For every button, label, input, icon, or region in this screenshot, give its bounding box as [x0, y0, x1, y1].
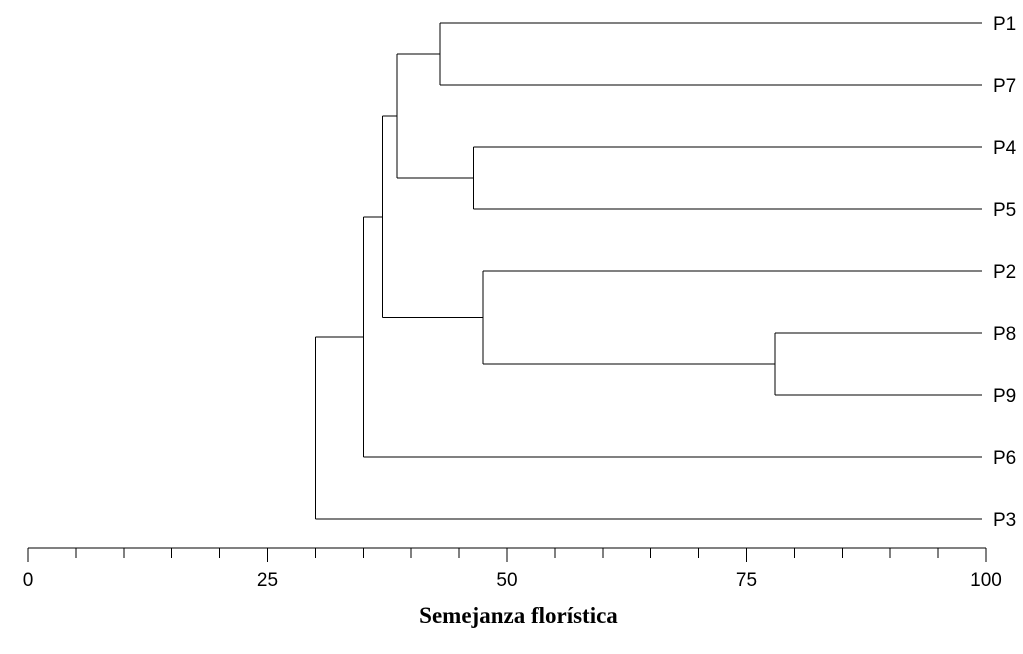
x-axis-title: Semejanza florística — [0, 603, 1023, 629]
leaf-label-p9: P9 — [993, 386, 1016, 407]
leaf-label-p6: P6 — [993, 448, 1016, 469]
leaf-label-p8: P8 — [993, 324, 1016, 345]
leaf-label-p3: P3 — [993, 510, 1016, 531]
tick-label-25: 25 — [257, 570, 278, 591]
tick-label-50: 50 — [496, 570, 517, 591]
leaf-label-p4: P4 — [993, 138, 1017, 159]
tick-label-100: 100 — [970, 570, 1002, 591]
tick-label-75: 75 — [736, 570, 757, 591]
leaf-label-p5: P5 — [993, 200, 1016, 221]
leaf-label-p7: P7 — [993, 76, 1016, 97]
leaf-label-p1: P1 — [993, 14, 1016, 35]
x-axis-title-text: Semejanza florística — [419, 603, 618, 628]
dendrogram-links — [314, 22, 982, 520]
x-axis: 0 25 50 75 100 — [23, 547, 1002, 591]
leaf-labels: P1 P7 P4 P5 P2 P8 P9 P6 P3 — [993, 14, 1017, 531]
leaf-label-p2: P2 — [993, 262, 1016, 283]
tick-label-0: 0 — [23, 570, 34, 591]
